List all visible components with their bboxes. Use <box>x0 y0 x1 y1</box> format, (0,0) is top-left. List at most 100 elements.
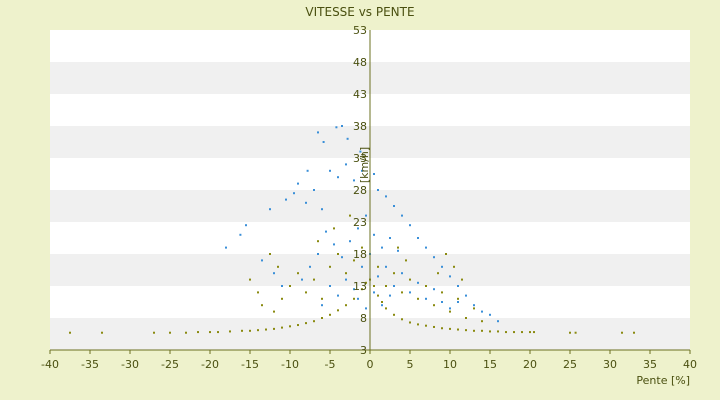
data-point <box>397 246 399 249</box>
data-point <box>409 278 411 281</box>
data-point <box>361 169 363 172</box>
data-point <box>341 256 343 259</box>
data-point <box>401 291 403 294</box>
data-point <box>409 321 411 324</box>
y-tick-label: 33 <box>353 152 367 165</box>
data-point <box>357 227 359 230</box>
data-point <box>497 330 499 333</box>
data-point <box>449 327 451 330</box>
data-point <box>317 240 319 243</box>
y-tick-label: 3 <box>360 344 367 357</box>
data-point <box>569 331 571 334</box>
data-point <box>353 288 355 291</box>
data-point <box>397 249 399 252</box>
data-point <box>273 272 275 275</box>
data-point <box>393 272 395 275</box>
data-point <box>461 278 463 281</box>
data-point <box>481 310 483 313</box>
data-point <box>633 331 635 334</box>
data-point <box>289 325 291 328</box>
data-point <box>401 272 403 275</box>
data-point <box>441 327 443 330</box>
data-point <box>401 214 403 217</box>
data-point <box>393 313 395 316</box>
data-point <box>425 297 427 300</box>
data-point <box>505 331 507 334</box>
data-point <box>297 324 299 327</box>
data-point <box>393 285 395 287</box>
data-point <box>365 214 367 217</box>
data-point <box>377 265 379 268</box>
data-point <box>249 278 251 281</box>
data-point <box>361 246 363 249</box>
x-tick-label: -25 <box>161 358 179 371</box>
data-point <box>425 285 427 287</box>
x-tick-label: -35 <box>81 358 99 371</box>
data-point <box>449 307 451 310</box>
data-point <box>417 281 419 284</box>
data-point <box>225 246 227 249</box>
data-point <box>373 173 375 175</box>
data-point <box>385 195 387 198</box>
data-point <box>333 243 335 246</box>
data-point <box>574 331 577 334</box>
data-point <box>533 331 535 334</box>
x-tick-label: 30 <box>603 358 617 371</box>
data-point <box>217 331 219 334</box>
data-point <box>457 328 459 331</box>
data-point <box>409 224 411 227</box>
data-point <box>489 330 491 333</box>
data-point <box>353 297 355 300</box>
data-point <box>473 329 475 332</box>
data-point <box>309 265 311 268</box>
data-point <box>385 265 387 268</box>
data-point <box>465 329 467 332</box>
data-point <box>417 237 419 239</box>
data-point <box>273 310 275 313</box>
data-point <box>285 198 287 201</box>
data-point <box>335 126 338 129</box>
x-tick-label: -30 <box>121 358 139 371</box>
data-point <box>321 297 323 300</box>
data-point <box>373 285 375 287</box>
data-point <box>346 137 349 140</box>
y-axis-label: [km/h] <box>358 147 371 183</box>
data-point <box>322 141 325 143</box>
data-point <box>305 291 307 294</box>
data-point <box>473 307 475 310</box>
data-point <box>249 329 251 332</box>
y-tick-label: 48 <box>353 56 367 69</box>
data-point <box>337 294 339 297</box>
data-point <box>345 163 347 166</box>
data-point <box>417 297 419 300</box>
x-tick-label: -15 <box>241 358 259 371</box>
data-point <box>381 246 383 249</box>
data-point <box>385 307 387 310</box>
data-point <box>239 233 242 236</box>
data-point <box>329 313 331 316</box>
data-point <box>306 169 309 172</box>
data-point <box>425 324 427 327</box>
data-point <box>365 281 367 284</box>
x-tick-label: -10 <box>281 358 299 371</box>
data-point <box>437 272 439 275</box>
data-point <box>433 288 435 291</box>
data-point <box>393 205 395 207</box>
data-point <box>333 227 335 230</box>
data-point <box>357 297 359 300</box>
data-point <box>321 317 323 319</box>
data-point <box>281 297 283 300</box>
data-point <box>377 275 379 278</box>
data-point <box>345 304 347 307</box>
data-point <box>337 309 339 312</box>
y-tick-label: 13 <box>353 280 367 293</box>
x-tick-label: 35 <box>643 358 657 371</box>
data-point <box>257 291 259 294</box>
data-point <box>445 253 447 255</box>
data-point <box>373 291 375 294</box>
data-point <box>433 325 435 328</box>
chart-title: VITESSE vs PENTE <box>305 5 414 19</box>
x-tick-labels: -40 -35 -30 -25 -20 -15 -10 -5 0 5 10 15 20 25 30 35 40 <box>41 358 697 371</box>
